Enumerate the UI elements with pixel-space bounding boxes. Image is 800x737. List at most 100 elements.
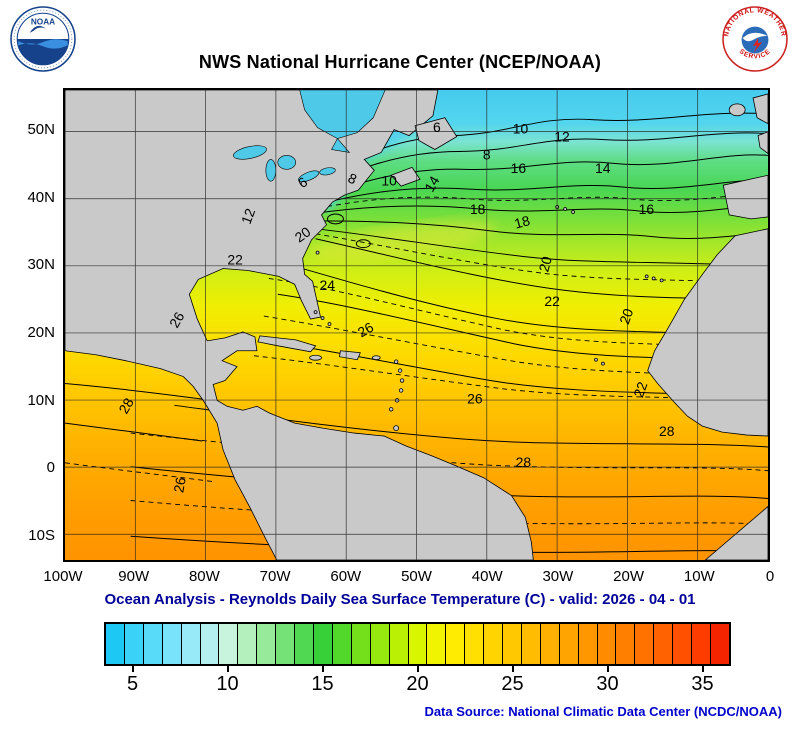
landmass-iberia — [722, 174, 768, 220]
lat-label: 40N — [27, 188, 55, 206]
colorbar-segment — [181, 624, 201, 664]
contour-label: 12 — [554, 129, 570, 145]
colorbar-segment — [654, 624, 674, 664]
page-title: NWS National Hurricane Center (NCEP/NOAA… — [198, 52, 602, 72]
colorbar-area: 5 10 15 20 25 30 35 — [104, 622, 731, 710]
colorbar-segment — [389, 624, 409, 664]
contour-label: 28 — [659, 423, 675, 439]
data-source-text: Data Source: National Climatic Data Cent… — [424, 704, 782, 719]
nws-logo: NATIONAL WEATHER SERVICE — [722, 6, 788, 72]
contour-label: 26 — [170, 476, 189, 494]
contour-label: 28 — [115, 395, 137, 417]
contour-label: 14 — [421, 173, 443, 195]
contour-label: 26 — [467, 391, 483, 407]
map-caption: Ocean Analysis - Reynolds Daily Sea Surf… — [104, 591, 696, 608]
contour-label: 8 — [483, 147, 491, 163]
contour-label: 16 — [511, 160, 527, 176]
noaa-logo-text-ring — [13, 9, 73, 69]
noaa-logo: NOAA — [10, 6, 76, 72]
lake-huron — [277, 155, 296, 170]
contour-label: 26 — [355, 319, 377, 341]
hudson-bay — [299, 90, 386, 139]
colorbar-segment — [616, 624, 636, 664]
colorbar-tick-mark — [701, 666, 704, 672]
colorbar-segments — [104, 622, 731, 666]
colorbar-segment — [351, 624, 371, 664]
nws-logo-globe — [741, 26, 769, 54]
contour-label: 16 — [639, 201, 655, 217]
colorbar-tick-label: 20 — [406, 673, 429, 695]
nws-lightning-icon — [752, 37, 763, 53]
colorbar-ticks: 5 10 15 20 25 30 35 — [104, 666, 731, 710]
contour-label: 18 — [513, 212, 532, 231]
colorbar-segment — [692, 624, 711, 664]
lat-label: 0 — [46, 459, 55, 477]
colorbar-tick-mark — [131, 666, 134, 672]
landmass-americas — [65, 90, 534, 560]
colorbar-segment — [408, 624, 428, 664]
colorbar-segment — [238, 624, 258, 664]
lakes-and-bays — [233, 90, 386, 183]
colorbar-tick-label: 30 — [596, 673, 619, 695]
colorbar-segment — [219, 624, 239, 664]
colorbar-segment — [162, 624, 182, 664]
contour-label: 20 — [616, 306, 636, 326]
noaa-bird-icon — [29, 25, 47, 33]
colorbar-segment — [635, 624, 655, 664]
lon-label: 10W — [683, 568, 715, 585]
colorbar-tick-label: 10 — [216, 673, 239, 695]
colorbar-segment — [370, 624, 390, 664]
james-bay — [331, 138, 351, 153]
colorbar-tick-mark — [226, 666, 229, 672]
colorbar-tick-mark — [321, 666, 324, 672]
lat-label: 10N — [27, 391, 55, 409]
contour-label: 12 — [238, 206, 258, 226]
lake-michigan — [265, 159, 277, 182]
landmass-france — [757, 131, 768, 154]
contour-label: 24 — [319, 277, 335, 293]
contour-label: 22 — [544, 293, 560, 309]
lon-label: 40W — [471, 568, 503, 585]
colorbar-segment — [143, 624, 163, 664]
colorbar-tick-label: 5 — [126, 673, 139, 695]
landmass-nova-scotia — [390, 166, 421, 187]
landmass-puerto-rico — [371, 355, 381, 361]
map: 6 10 12 8 16 14 6 8 10 14 12 18 16 18 20 22 20 24 22 20 26 26… — [63, 88, 770, 562]
contour-label: 18 — [470, 201, 486, 217]
colorbar-segment — [578, 624, 598, 664]
landmass-trinidad — [393, 425, 399, 431]
contour-label: 26 — [166, 309, 188, 331]
colorbar-segment — [276, 624, 296, 664]
colorbar-segment — [711, 624, 729, 664]
colorbar-tick-mark — [416, 666, 419, 672]
contour-label: 14 — [595, 160, 611, 176]
colorbar-segment — [465, 624, 485, 664]
lon-label: 20W — [613, 568, 645, 585]
colorbar-segment — [124, 624, 144, 664]
lat-label: 50N — [27, 121, 55, 138]
colorbar-segment — [559, 624, 579, 664]
noaa-logo-label: NOAA — [31, 18, 55, 27]
lon-label: 70W — [259, 568, 291, 585]
landmass-bermuda — [315, 250, 320, 255]
colorbar-segment — [295, 624, 314, 664]
landmass-ireland — [728, 103, 746, 117]
lon-label: 80W — [188, 568, 220, 585]
contour-label: 10 — [381, 172, 397, 188]
colorbar-tick-mark — [606, 666, 609, 672]
lon-label: 50W — [401, 568, 432, 585]
colorbar-segment — [313, 624, 333, 664]
colorbar-segment — [257, 624, 277, 664]
landmass-britain — [752, 93, 768, 125]
lat-label: 30N — [27, 256, 55, 274]
nws-cloud-icon — [742, 32, 768, 42]
contour-label: 20 — [535, 254, 555, 273]
landmass-jamaica — [309, 354, 322, 361]
landmass-africa — [647, 228, 768, 437]
colorbar-segment — [597, 624, 617, 664]
colorbar-segment — [106, 624, 125, 664]
colorbar-segment — [484, 624, 504, 664]
lon-label: 30W — [542, 568, 574, 585]
